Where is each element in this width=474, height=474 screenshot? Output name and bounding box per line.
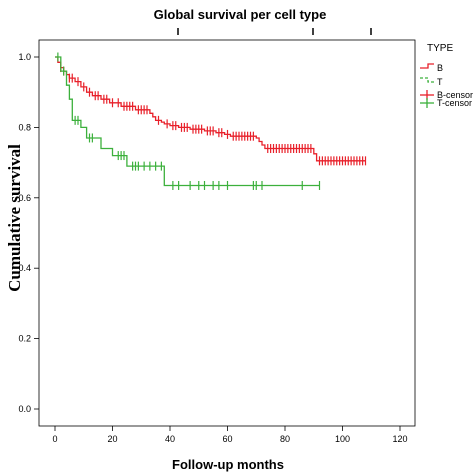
legend-item-t-censor: T-censor xyxy=(420,98,472,108)
x-tick-label-4: 80 xyxy=(280,434,290,444)
x-tick-label-1: 20 xyxy=(107,434,117,444)
y-tick-label-0: 0.0 xyxy=(18,404,31,414)
legend-swatch-t xyxy=(420,77,434,83)
legend-item-b: B xyxy=(420,63,443,73)
y-tick-label-2: 0.4 xyxy=(18,263,31,273)
x-tick-label-0: 0 xyxy=(52,434,57,444)
legend-item-t: T xyxy=(420,77,443,87)
series-t xyxy=(55,52,321,190)
legend-label-b-censor: B-censor xyxy=(437,90,473,100)
series-t-line xyxy=(55,56,320,187)
y-tick-label-4: 0.8 xyxy=(18,122,31,132)
series-layer xyxy=(55,52,367,190)
plot-frame xyxy=(38,39,416,427)
legend: TYPE B T B-censor T-censor xyxy=(420,43,473,108)
y-tick-label-3: 0.6 xyxy=(18,193,31,203)
legend-label-t: T xyxy=(437,77,443,87)
x-axis-label: Follow-up months xyxy=(172,457,284,472)
legend-title: TYPE xyxy=(427,43,453,54)
legend-label-b: B xyxy=(437,63,443,73)
legend-label-t-censor: T-censor xyxy=(437,98,472,108)
chart-title: Global survival per cell type xyxy=(154,7,327,22)
series-b xyxy=(55,56,367,166)
legend-swatch-b xyxy=(420,63,434,69)
x-tick-label-5: 100 xyxy=(335,434,350,444)
x-tick-label-3: 60 xyxy=(222,434,232,444)
x-tick-label-6: 120 xyxy=(392,434,407,444)
y-axis-label: Cumulative survival xyxy=(5,144,24,292)
y-tick-label-5: 1.0 xyxy=(18,52,31,62)
y-tick-label-1: 0.2 xyxy=(18,334,31,344)
axes: 0 20 40 60 80 100 120 0.0 0.2 0.4 0.6 0.8 1.0 xyxy=(18,52,407,444)
x-tick-label-2: 40 xyxy=(165,434,175,444)
